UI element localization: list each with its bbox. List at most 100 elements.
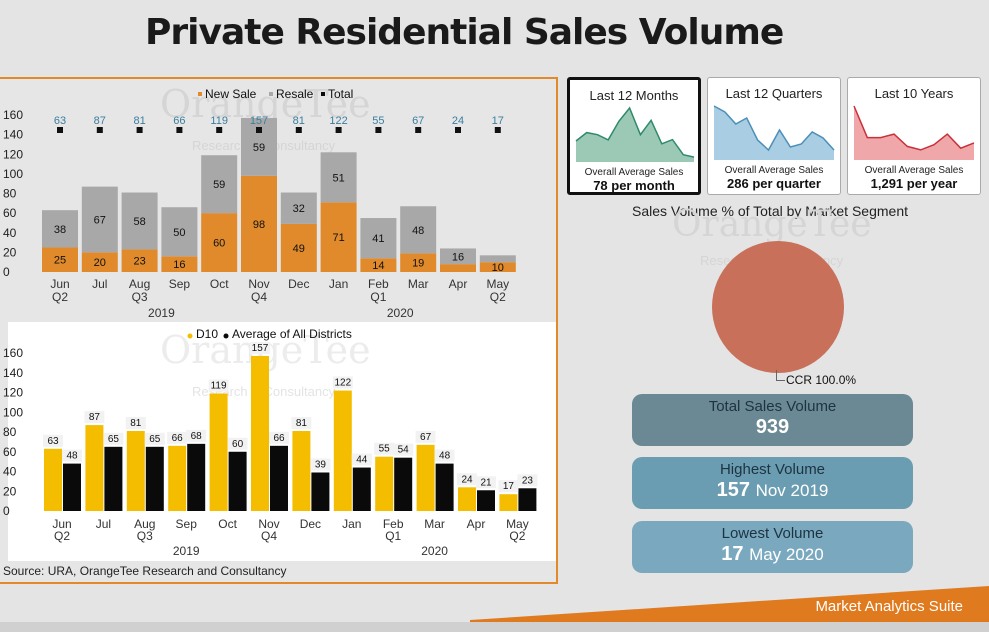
- stat-value: 939: [755, 416, 790, 438]
- bar-resale-label: 58: [133, 216, 145, 228]
- bar-average: [477, 490, 495, 511]
- sparkline-months: [575, 106, 695, 162]
- x-tick-label: Jun: [50, 277, 69, 291]
- bar-d10: [44, 448, 62, 511]
- bar-new-sale-label: 71: [332, 232, 344, 244]
- bar-resale: [280, 192, 317, 224]
- y-tick-label: 20: [3, 245, 17, 259]
- bar-average: [311, 472, 330, 511]
- stat-label: Total Sales Volume: [708, 398, 837, 415]
- value-label-bg: [269, 431, 289, 444]
- total-marker: [96, 127, 103, 133]
- bar-d10-label: 55: [379, 444, 391, 455]
- value-label-bg: [310, 458, 331, 471]
- bar-average-label: 23: [522, 475, 534, 486]
- value-label-bg: [43, 434, 63, 447]
- bar-new-sale-label: 14: [372, 260, 384, 272]
- card-last-10-years[interactable]: Last 10 Years Overall Average Sales 1,29…: [847, 77, 981, 195]
- bar-d10: [126, 431, 145, 511]
- total-marker: [176, 127, 183, 133]
- total-value-label: 55: [372, 115, 384, 127]
- bar-average: [145, 446, 164, 511]
- bar-resale-label: 67: [94, 215, 106, 227]
- y-tick-label: 140: [3, 128, 23, 142]
- bar-average: [394, 457, 413, 511]
- total-value-label: 67: [412, 115, 424, 127]
- stat-value: 17 May 2020: [632, 543, 913, 566]
- bar-average-label: 48: [439, 451, 451, 462]
- total-value-label: 81: [133, 115, 145, 127]
- y-tick-label: 40: [3, 226, 17, 240]
- total-value-label: 87: [94, 115, 106, 127]
- pie-label: CCR 100.0%: [786, 373, 857, 387]
- bar-new-sale: [241, 175, 277, 272]
- footer-brand: Market Analytics Suite: [815, 598, 963, 615]
- segment-pie[interactable]: [712, 241, 844, 373]
- card-value: 286 per quarter: [727, 176, 821, 191]
- card-title: Last 12 Months: [589, 88, 679, 103]
- y-tick-label: 80: [3, 425, 17, 439]
- bar-new-sale-label: 60: [213, 238, 225, 250]
- bar-d10: [333, 390, 352, 511]
- total-value-label: 119: [210, 115, 228, 127]
- card-subtitle: Overall Average Sales: [724, 165, 824, 176]
- segment-title: Sales Volume % of Total by Market Segmen…: [632, 203, 908, 219]
- bar-average-label: 21: [480, 477, 492, 488]
- x-tick-label: Sep: [176, 517, 198, 531]
- value-label-bg: [374, 442, 395, 455]
- total-marker: [57, 127, 63, 133]
- total-marker: [256, 127, 262, 133]
- bar-new-sale: [42, 247, 78, 272]
- value-label-bg: [250, 341, 270, 354]
- bar-new-sale: [201, 213, 238, 272]
- stat-period: Nov 2019: [755, 481, 829, 500]
- bar-new-sale: [121, 249, 158, 272]
- value-label-bg: [476, 476, 496, 489]
- value-label-bg: [84, 411, 105, 424]
- value-label-bg: [415, 430, 436, 443]
- card-title: Last 12 Quarters: [725, 86, 823, 101]
- bar-resale-label: 16: [452, 251, 464, 263]
- bar-d10: [292, 431, 311, 511]
- y-tick-label: 100: [3, 167, 23, 181]
- legend-marker: [198, 92, 202, 96]
- year-label: 2019: [173, 544, 200, 558]
- x-tick-label: Dec: [300, 517, 321, 531]
- bar-average: [104, 446, 123, 511]
- stat-period: May 2020: [749, 545, 824, 564]
- x-tick-label: Oct: [218, 517, 237, 531]
- legend-marker: [223, 333, 229, 339]
- value-label-bg: [144, 432, 165, 445]
- quarter-label: Q4: [251, 290, 267, 304]
- bar-d10-label: 24: [461, 474, 473, 485]
- total-value-label: 24: [452, 115, 464, 127]
- stat-label: Highest Volume: [719, 461, 826, 478]
- bar-average-label: 68: [191, 431, 203, 442]
- card-last-12-quarters[interactable]: Last 12 Quarters Overall Average Sales 2…: [707, 77, 841, 195]
- bar-new-sale-label: 98: [253, 219, 265, 231]
- card-subtitle: Overall Average Sales: [864, 165, 964, 176]
- value-label-bg: [517, 474, 538, 487]
- x-tick-label: Jan: [329, 277, 348, 291]
- total-value-label: 81: [293, 115, 305, 127]
- bar-resale-label: 59: [253, 142, 265, 154]
- legend-label: New Sale: [205, 87, 257, 101]
- d10-comparison-chart: 0 20 40 60 80 100 120 140 160 D10 Average of All D…: [3, 327, 538, 558]
- bar-d10: [416, 444, 435, 511]
- x-tick-label: Feb: [368, 277, 389, 291]
- stacked-sales-chart: 0 20 40 60 80 100 120 140 160 New Sale Resale Total…: [3, 87, 516, 320]
- bar-new-sale-label: 10: [492, 262, 504, 274]
- value-label-bg: [208, 379, 229, 392]
- bar-average-label: 66: [273, 433, 285, 444]
- y-tick-label: 160: [3, 346, 23, 360]
- y-tick-label: 160: [3, 108, 23, 122]
- y-tick-label: 100: [3, 405, 23, 419]
- x-tick-label: Feb: [383, 517, 404, 531]
- bar-average: [228, 451, 247, 511]
- sparkline-area: [576, 108, 694, 162]
- stat-highest-volume: Highest Volume 157 Nov 2019: [632, 457, 913, 509]
- card-title: Last 10 Years: [874, 86, 954, 101]
- bar-d10: [168, 445, 187, 511]
- card-last-12-months[interactable]: Last 12 Months Overall Average Sales 78 …: [567, 77, 701, 195]
- bar-resale-label: 50: [173, 227, 185, 239]
